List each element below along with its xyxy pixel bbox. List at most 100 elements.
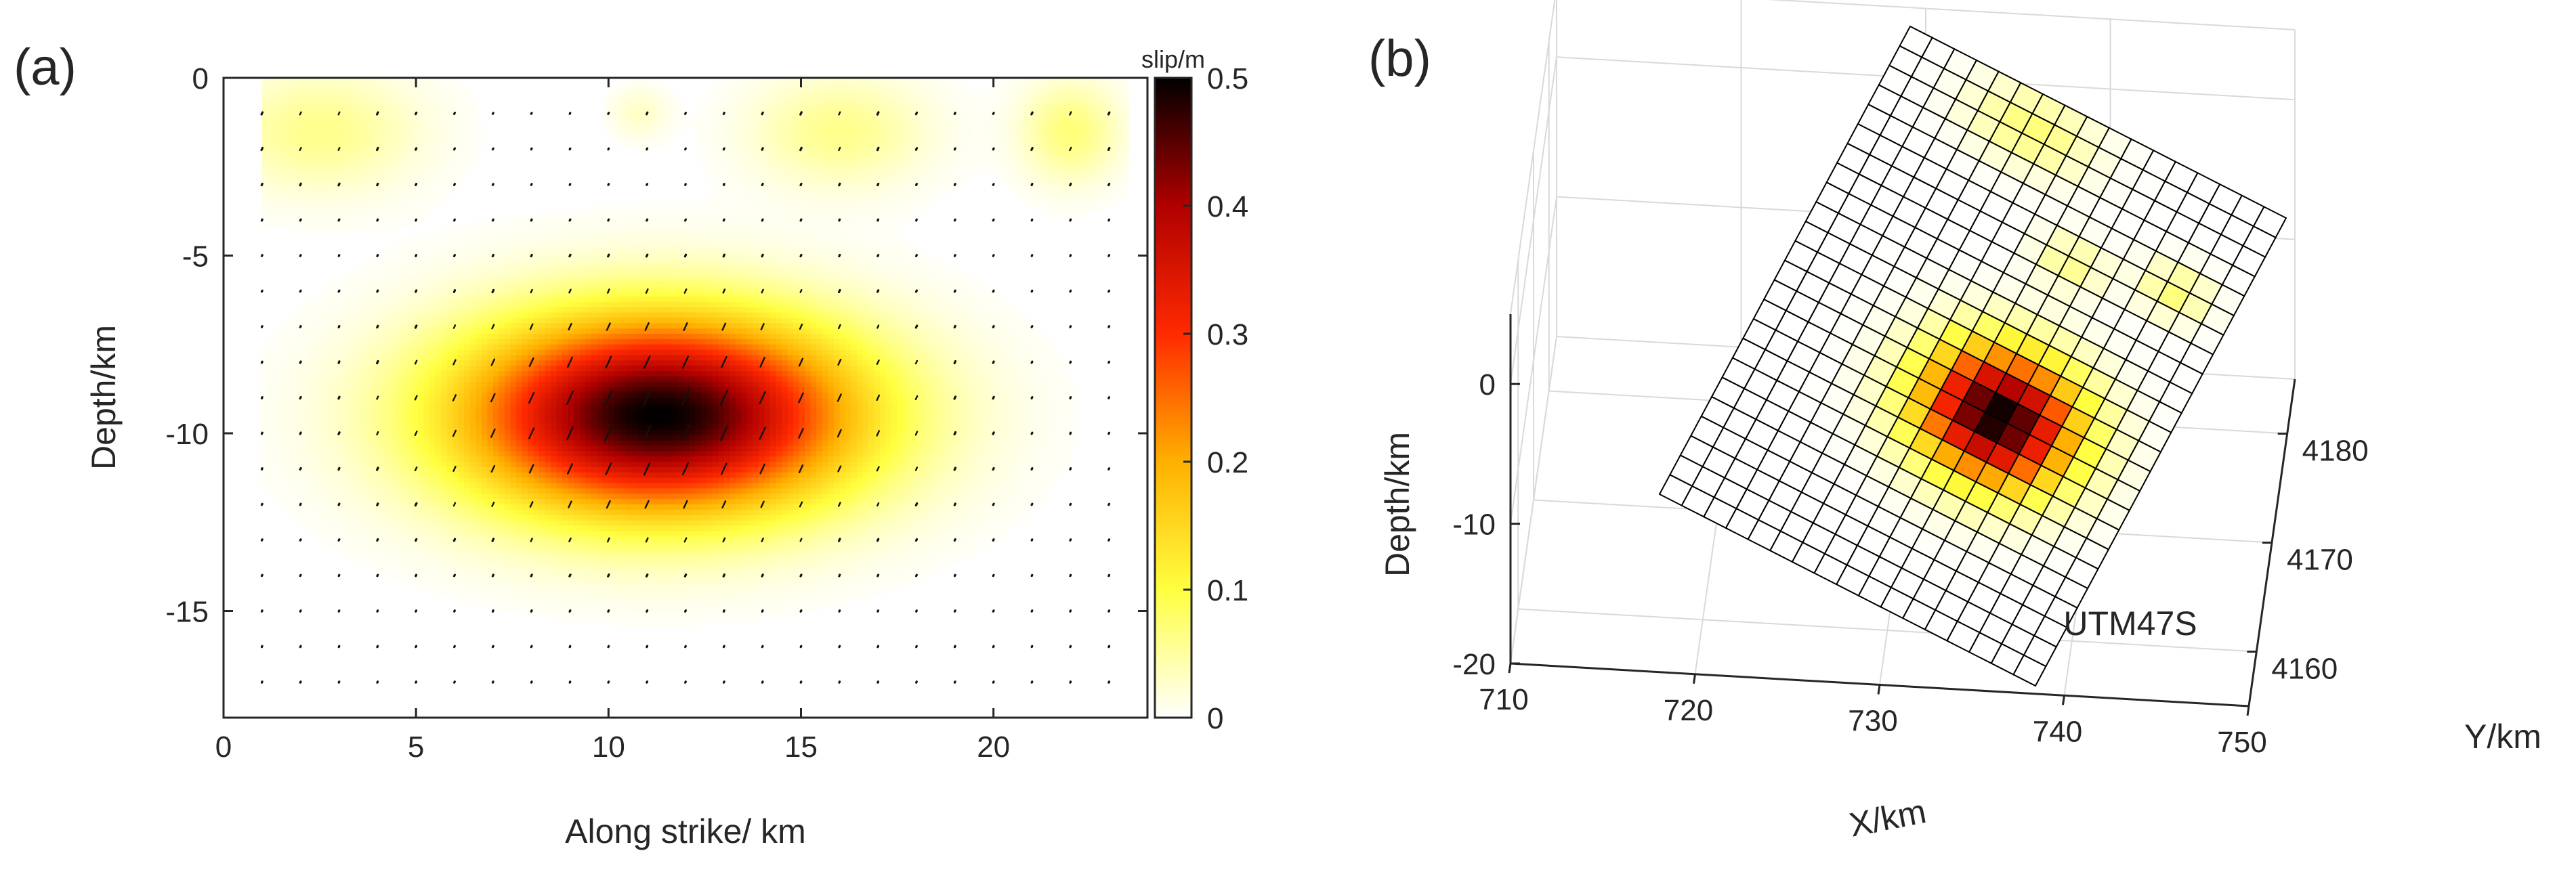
slip-cell bbox=[308, 408, 315, 414]
slip-cell bbox=[481, 525, 488, 532]
slip-cell bbox=[539, 590, 546, 596]
slip-cell bbox=[499, 483, 505, 489]
slip-cell bbox=[423, 232, 430, 239]
slip-cell bbox=[400, 78, 407, 84]
slip-cell bbox=[585, 312, 592, 319]
slip-cell bbox=[545, 349, 551, 356]
slip-cell bbox=[585, 594, 592, 601]
slip-cell bbox=[602, 243, 610, 249]
slip-cell bbox=[383, 477, 390, 484]
slip-cell bbox=[284, 499, 292, 505]
slip-cell bbox=[400, 259, 407, 265]
slip-cell bbox=[337, 83, 343, 89]
slip-cell bbox=[261, 88, 269, 95]
slip-cell bbox=[579, 381, 587, 388]
slip-cell bbox=[383, 360, 390, 367]
slip-cell bbox=[314, 424, 320, 431]
slip-cell bbox=[308, 445, 315, 452]
slip-cell bbox=[562, 381, 569, 388]
slip-cell bbox=[533, 419, 540, 425]
slip-cell bbox=[325, 397, 332, 404]
slip-cell bbox=[268, 414, 274, 420]
slip-cell bbox=[464, 483, 471, 489]
slip-cell bbox=[400, 216, 407, 223]
slip-cell bbox=[406, 392, 413, 399]
slip-cell bbox=[574, 616, 580, 623]
slip-cell bbox=[423, 429, 430, 436]
slip-cell bbox=[597, 557, 604, 564]
slip-cell bbox=[371, 494, 379, 500]
slip-cell bbox=[291, 376, 297, 383]
slip-cell bbox=[279, 371, 286, 377]
slip-cell bbox=[383, 301, 390, 308]
slip-cell bbox=[302, 509, 309, 516]
slip-cell bbox=[377, 435, 384, 441]
slip-cell bbox=[574, 259, 580, 265]
slip-cell bbox=[545, 264, 551, 271]
slip-cell bbox=[314, 307, 320, 313]
slip-cell bbox=[533, 435, 540, 441]
slip-cell bbox=[291, 88, 297, 95]
slip-cell bbox=[602, 253, 610, 260]
slip-cell bbox=[441, 557, 448, 564]
slip-cell bbox=[284, 477, 292, 484]
slip-cell bbox=[400, 221, 407, 228]
slip-cell bbox=[343, 462, 350, 468]
slip-cell bbox=[366, 445, 373, 452]
slip-cell bbox=[423, 504, 430, 510]
slip-cell bbox=[562, 243, 569, 249]
slip-cell bbox=[308, 392, 315, 399]
slip-cell bbox=[354, 381, 361, 388]
slip-cell bbox=[452, 557, 459, 564]
slip-cell bbox=[476, 259, 482, 265]
slip-cell bbox=[614, 344, 621, 351]
slip-cell bbox=[406, 248, 413, 255]
slip-cell bbox=[568, 403, 574, 410]
slip-cell bbox=[499, 253, 505, 260]
slip-cell bbox=[602, 328, 610, 334]
slip-cell bbox=[314, 296, 320, 303]
slip-cell bbox=[446, 568, 453, 575]
slip-cell bbox=[423, 173, 430, 180]
slip-cell bbox=[446, 158, 453, 164]
slip-cell bbox=[556, 440, 563, 447]
slip-cell bbox=[568, 472, 574, 479]
slip-cell bbox=[320, 334, 326, 340]
slip-cell bbox=[429, 366, 436, 372]
slip-cell bbox=[360, 227, 367, 234]
slip-cell bbox=[551, 360, 557, 367]
slip-cell bbox=[476, 573, 482, 580]
slip-cell bbox=[458, 547, 465, 553]
slip-cell bbox=[510, 334, 517, 340]
slip-cell bbox=[539, 414, 546, 420]
slip-cell bbox=[418, 301, 425, 308]
slip-cell bbox=[394, 88, 402, 95]
slip-cell bbox=[348, 141, 356, 148]
slip-cell bbox=[412, 152, 419, 158]
slip-cell bbox=[320, 99, 326, 106]
slip-cell bbox=[492, 227, 500, 234]
slip-cell bbox=[504, 275, 511, 282]
slip-cell bbox=[314, 93, 320, 100]
slip-cell bbox=[423, 190, 430, 196]
slip-cell bbox=[620, 248, 627, 255]
slip-cell bbox=[499, 563, 505, 569]
slip-cell bbox=[354, 286, 361, 292]
slip-cell bbox=[261, 136, 269, 143]
slip-cell bbox=[291, 429, 297, 436]
slip-cell bbox=[366, 525, 373, 532]
slip-cell bbox=[515, 344, 523, 351]
slip-cell bbox=[585, 264, 592, 271]
slip-cell bbox=[366, 477, 373, 484]
slip-cell bbox=[268, 168, 274, 175]
slip-cell bbox=[371, 536, 379, 542]
slip-cell bbox=[614, 259, 621, 265]
slip-cell bbox=[492, 259, 500, 265]
slip-cell bbox=[394, 483, 402, 489]
slip-cell bbox=[337, 121, 343, 127]
slip-cell bbox=[608, 600, 615, 607]
slip-cell bbox=[371, 429, 379, 436]
slip-cell bbox=[522, 286, 528, 292]
slip-cell bbox=[406, 264, 413, 271]
slip-cell bbox=[273, 366, 280, 372]
